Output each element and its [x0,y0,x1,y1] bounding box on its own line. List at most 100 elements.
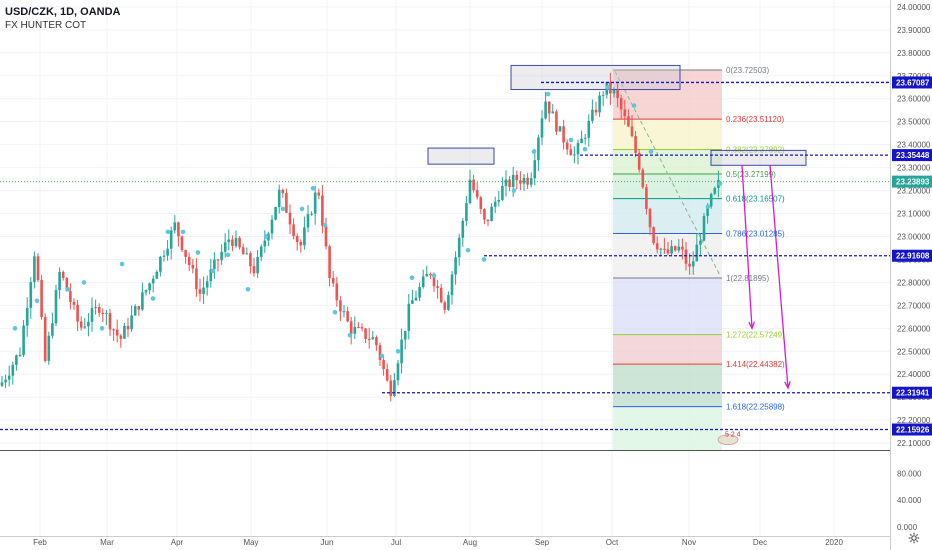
candle-body [342,311,346,313]
candle [663,237,666,254]
candle [699,233,702,256]
price-tick-label: 22.80000 [897,278,931,287]
candle [429,272,432,280]
candle-body [115,329,119,336]
candle-body [166,248,169,256]
candle [187,252,191,272]
candle-body [594,109,598,113]
candle [51,312,54,339]
candle [306,205,310,233]
candle [205,275,209,296]
candle-body [202,287,205,294]
candle-body [148,283,151,291]
candle-body [267,233,270,241]
candle-body [126,325,130,330]
candle-body [241,247,245,255]
price-tick-label: 22.40000 [897,370,931,379]
candle [414,290,418,301]
signal-dot [180,229,186,235]
candle [619,94,623,119]
price-tick-label: 22.10000 [897,439,931,448]
candle [443,300,447,314]
signal-dot [379,353,385,359]
candle [342,305,346,318]
candle-body [555,111,558,132]
candle [688,253,691,275]
time-axis-label: 2020 [825,538,843,547]
candle-body [213,259,216,270]
time-axis-label: Feb [33,538,47,547]
candle-body [501,185,504,200]
candle [522,173,526,191]
candle [547,101,551,122]
candle [22,320,25,357]
signal-dot [81,280,87,285]
candle-body [357,327,360,329]
candle [76,299,79,332]
indicator-tick-label: 80.000 [897,469,922,478]
candle [209,258,213,288]
candle-body [666,249,670,254]
candle [461,218,465,247]
candle [292,218,295,240]
candle-body [695,244,699,262]
candle [591,99,594,124]
candle-body [691,261,695,267]
arrow-line [741,165,753,329]
candle-body [313,192,317,214]
candle-body [184,250,187,257]
candle [457,233,461,266]
candle [450,270,454,305]
candle-body [231,239,234,246]
candle [137,305,141,316]
candle-body [281,189,285,194]
settings-gear-icon[interactable] [908,532,920,544]
candle [709,192,713,209]
candle-body [385,369,389,381]
candle-body [295,236,299,243]
candle [479,196,483,215]
candle [576,139,580,165]
candle-body [443,302,447,310]
signal-dot [195,250,201,255]
candle-body [177,222,180,237]
candle-body [331,278,335,284]
signal-dot [481,257,487,262]
candle [25,297,29,337]
candle [335,276,339,307]
candle [245,247,249,255]
price-tag [892,249,932,262]
candle [378,342,382,367]
candle-body [400,339,403,364]
candle-body [151,278,155,284]
price-tag [892,76,932,89]
signal-dot [717,181,723,186]
candle-body [65,277,69,292]
candle-body [709,193,713,207]
candle-body [119,335,123,339]
candle [101,308,105,322]
candle [681,238,684,260]
candle [601,91,605,107]
candle [421,269,425,289]
signal-dot [12,326,18,331]
candle-body [367,339,371,341]
candle [501,177,504,201]
candle [0,375,4,388]
candle [573,146,576,164]
candle [537,134,540,172]
candle [346,306,349,323]
candle [241,243,245,255]
candle [162,250,166,262]
candle-body [339,300,342,312]
candle [130,305,133,332]
candle-body [573,154,576,156]
candle-body [15,355,18,365]
candle-body [270,219,274,234]
candle-body [375,337,378,346]
candle [447,291,450,311]
candle [544,91,547,120]
candle [33,251,36,289]
candle [310,211,313,216]
